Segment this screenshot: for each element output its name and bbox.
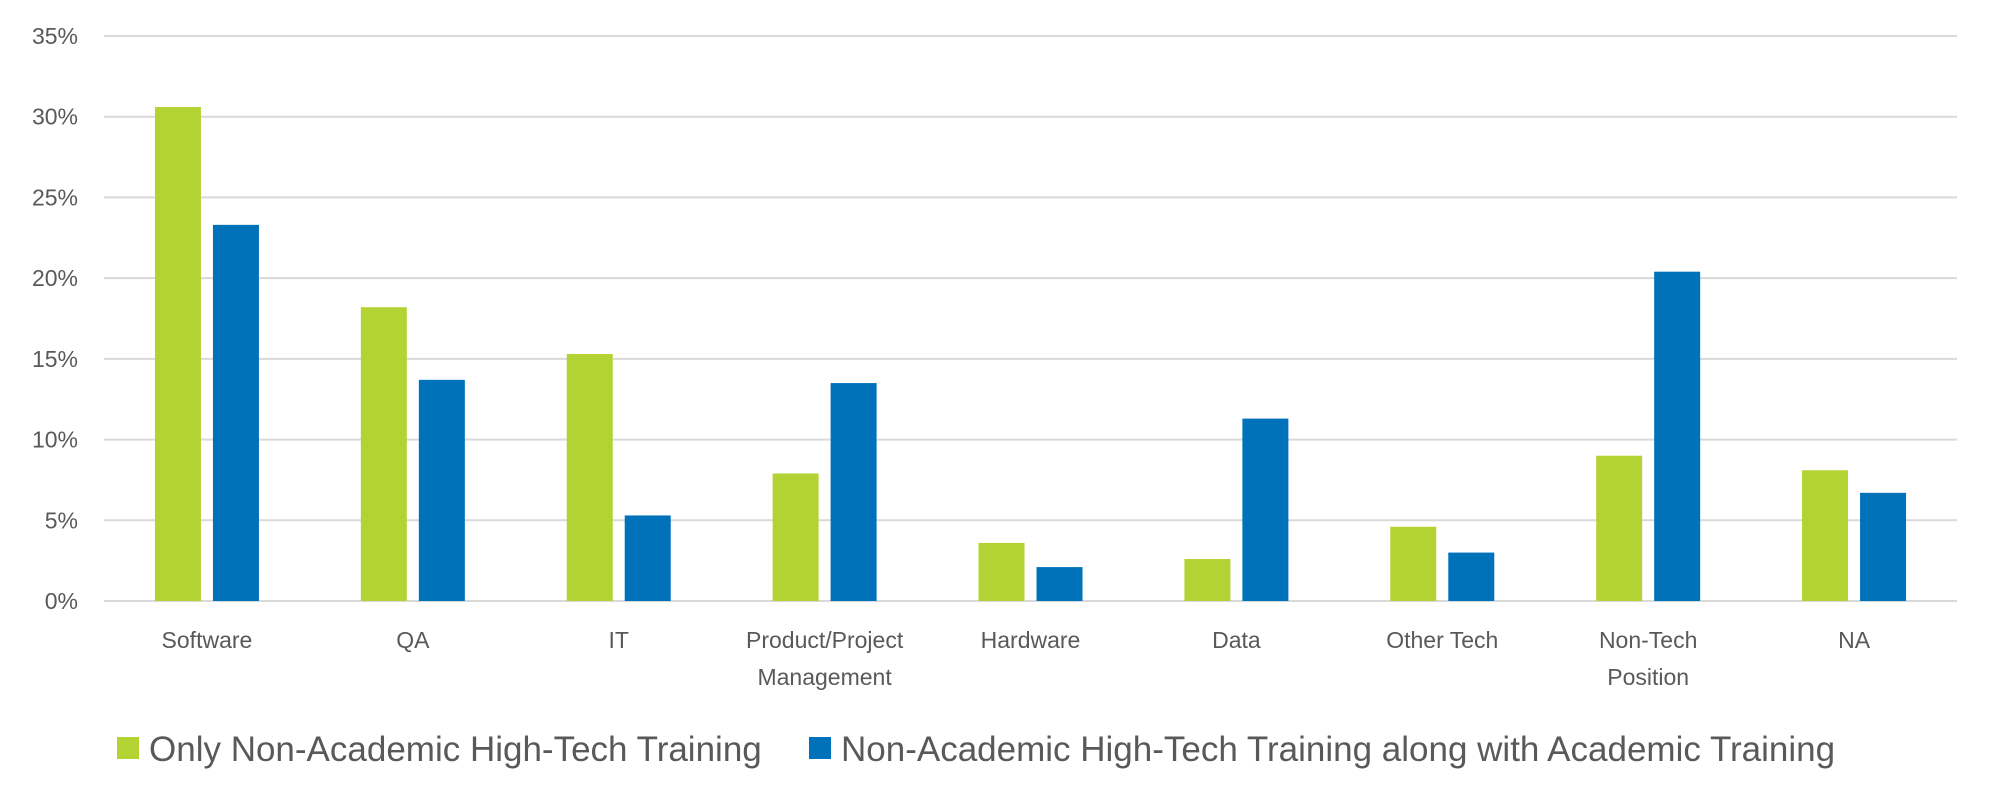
- legend-label-only-non-academic: Only Non-Academic High-Tech Training: [149, 730, 762, 769]
- gridlines: [104, 35, 1957, 602]
- x-tick-label: Product/Project: [746, 627, 904, 653]
- x-tick-label: IT: [608, 627, 628, 653]
- x-tick-label: Hardware: [981, 627, 1081, 653]
- bar-only-non-academic: [1184, 559, 1231, 601]
- y-tick-label: 25%: [32, 184, 78, 210]
- x-tick-label: QA: [396, 627, 430, 653]
- x-tick-label: Management: [757, 664, 892, 690]
- bar-only-non-academic: [1596, 455, 1643, 601]
- y-tick-label: 20%: [32, 265, 78, 291]
- x-tick-label: Other Tech: [1386, 627, 1498, 653]
- legend-label-with-academic: Non-Academic High-Tech Training along wi…: [841, 730, 1835, 769]
- bar-with-academic: [418, 379, 465, 601]
- y-tick-label: 0%: [45, 588, 78, 614]
- legend: Only Non-Academic High-Tech Training Non…: [117, 730, 1835, 769]
- bar-only-non-academic: [154, 107, 201, 602]
- bar-with-academic: [1242, 418, 1289, 601]
- bar-with-academic: [1654, 271, 1701, 601]
- x-tick-label: NA: [1838, 627, 1871, 653]
- y-tick-label: 15%: [32, 346, 78, 372]
- y-tick-label: 5%: [45, 507, 78, 533]
- x-tick-label: Software: [162, 627, 253, 653]
- bar-only-non-academic: [978, 542, 1025, 601]
- y-tick-label: 10%: [32, 427, 78, 453]
- x-axis-labels: Software QA IT Product/Project Management Har…: [162, 627, 1871, 690]
- bar-with-academic: [624, 515, 671, 601]
- bar-only-non-academic: [772, 473, 819, 601]
- bar-with-academic: [1860, 492, 1907, 601]
- x-tick-label: Position: [1607, 664, 1689, 690]
- bar-with-academic: [830, 383, 877, 601]
- x-tick-label: Non-Tech: [1599, 627, 1697, 653]
- bar-with-academic: [1036, 567, 1083, 601]
- legend-swatch-green: [117, 737, 139, 759]
- y-tick-label: 35%: [32, 23, 78, 49]
- bar-only-non-academic: [566, 354, 613, 601]
- y-tick-label: 30%: [32, 104, 78, 130]
- x-tick-label: Data: [1212, 627, 1261, 653]
- bar-with-academic: [1448, 552, 1495, 601]
- bar-only-non-academic: [360, 307, 407, 601]
- bar-only-non-academic: [1390, 526, 1437, 601]
- bar-with-academic: [212, 224, 259, 601]
- bars: [154, 107, 1907, 602]
- bar-only-non-academic: [1802, 470, 1849, 601]
- y-axis-ticks: 0% 5% 10% 15% 20% 25% 30% 35%: [32, 23, 78, 614]
- legend-swatch-blue: [809, 737, 831, 759]
